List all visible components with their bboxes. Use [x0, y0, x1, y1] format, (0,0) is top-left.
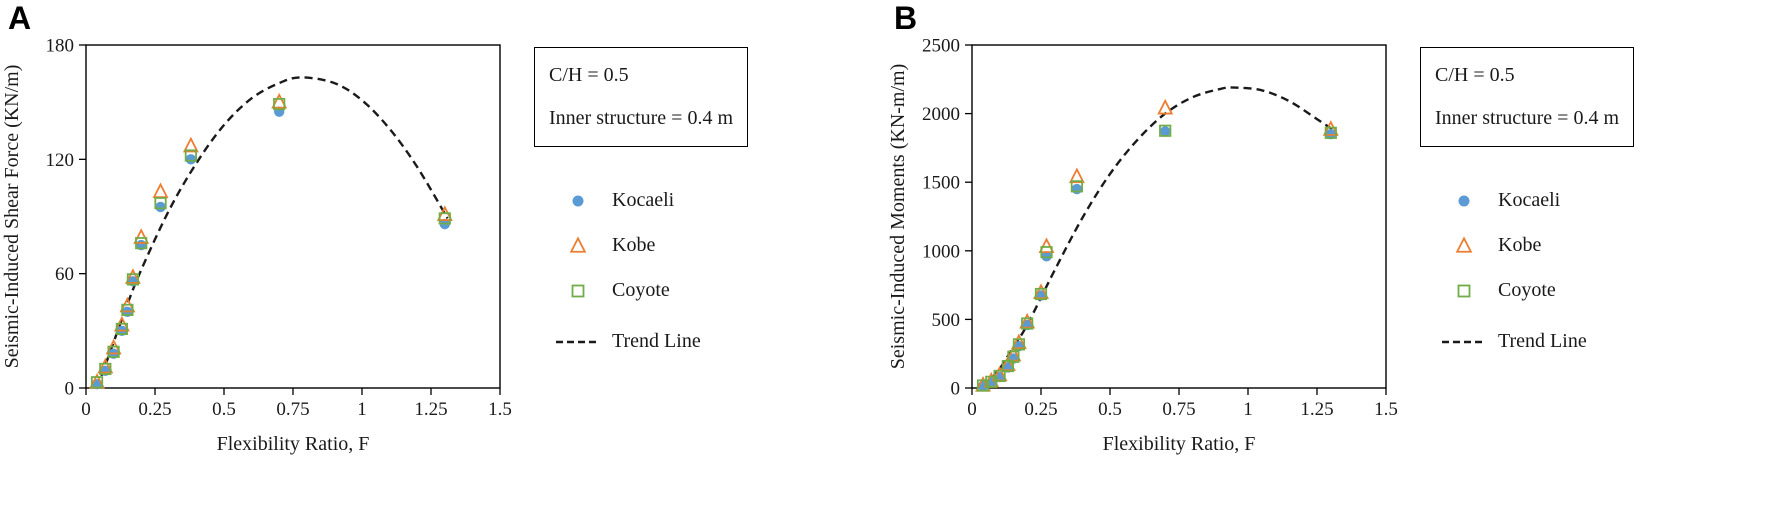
chart-b-side-column: C/H = 0.5 Inner structure = 0.4 m Kocael…	[1420, 47, 1635, 375]
svg-text:0.75: 0.75	[276, 399, 309, 420]
svg-text:0.75: 0.75	[1162, 399, 1195, 420]
svg-text:0.5: 0.5	[1098, 399, 1122, 420]
annotation-box: C/H = 0.5 Inner structure = 0.4 m	[1420, 47, 1635, 147]
annotation-ch-ratio: C/H = 0.5	[1435, 64, 1515, 86]
trend-line-icon	[1440, 332, 1488, 352]
kobe-marker-icon	[1440, 235, 1488, 256]
annotation-ch-ratio: C/H = 0.5	[549, 64, 629, 86]
trend-line-icon	[554, 332, 602, 352]
chart-a-side-column: C/H = 0.5 Inner structure = 0.4 m Kocael…	[534, 47, 749, 375]
chart-panel-a: A 0 0.25 0.5 0.75 1 1.25 1.5 0 60 120 180 Flexibili…	[1, 0, 749, 456]
legend-item-kocaeli: Kocaeli	[1440, 189, 1634, 212]
svg-text:2000: 2000	[922, 104, 960, 125]
svg-text:1.25: 1.25	[1300, 399, 1333, 420]
legend-label-trend-line: Trend Line	[612, 330, 701, 352]
annotation-inner-structure: Inner structure = 0.4 m	[549, 107, 734, 129]
svg-text:2500: 2500	[922, 36, 960, 57]
svg-text:0: 0	[81, 399, 91, 420]
coyote-marker-icon	[554, 281, 602, 301]
svg-text:1.25: 1.25	[414, 399, 447, 420]
chart-b-canvas: 0 0.25 0.5 0.75 1 1.25 1.5 0 500 1000 1500 2000 2500…	[887, 36, 1398, 456]
svg-text:1000: 1000	[922, 241, 960, 262]
svg-text:0: 0	[65, 379, 75, 400]
legend-item-coyote: Coyote	[1440, 279, 1634, 302]
svg-text:Flexibility Ratio, F: Flexibility Ratio, F	[1103, 433, 1256, 455]
coyote-marker-icon	[1440, 281, 1488, 301]
legend-item-coyote: Coyote	[554, 279, 748, 302]
svg-text:120: 120	[46, 150, 75, 171]
legend-label-kobe: Kobe	[1498, 234, 1542, 256]
legend-item-trend-line: Trend Line	[554, 330, 748, 353]
legend: Kocaeli Kobe Coyote Trend Line	[534, 189, 748, 353]
svg-text:0.25: 0.25	[138, 399, 171, 420]
svg-text:60: 60	[55, 264, 74, 285]
legend: Kocaeli Kobe Coyote Trend Line	[1420, 189, 1634, 353]
legend-label-trend-line: Trend Line	[1498, 330, 1587, 352]
svg-text:Seismic-Induced Shear Force (K: Seismic-Induced Shear Force (KN/m)	[1, 65, 23, 369]
annotation-inner-structure: Inner structure = 0.4 m	[1435, 107, 1620, 129]
legend-label-kocaeli: Kocaeli	[612, 189, 675, 211]
svg-text:1500: 1500	[922, 173, 960, 194]
kocaeli-marker-icon	[554, 191, 602, 211]
svg-text:1.5: 1.5	[1374, 399, 1398, 420]
svg-text:1: 1	[1243, 399, 1253, 420]
legend-label-kocaeli: Kocaeli	[1498, 189, 1561, 211]
legend-item-kobe: Kobe	[554, 234, 748, 257]
legend-label-coyote: Coyote	[612, 279, 670, 301]
legend-item-kobe: Kobe	[1440, 234, 1634, 257]
kocaeli-marker-icon	[1440, 191, 1488, 211]
legend-label-kobe: Kobe	[612, 234, 656, 256]
annotation-box: C/H = 0.5 Inner structure = 0.4 m	[534, 47, 749, 147]
legend-item-kocaeli: Kocaeli	[554, 189, 748, 212]
svg-text:0: 0	[951, 379, 961, 400]
chart-a-canvas: 0 0.25 0.5 0.75 1 1.25 1.5 0 60 120 180 Flexibility…	[1, 36, 512, 456]
svg-text:0.25: 0.25	[1024, 399, 1057, 420]
svg-text:180: 180	[46, 36, 75, 57]
svg-text:1.5: 1.5	[488, 399, 512, 420]
legend-item-trend-line: Trend Line	[1440, 330, 1634, 353]
svg-text:Flexibility Ratio, F: Flexibility Ratio, F	[217, 433, 370, 455]
panel-label-a: A	[8, 0, 32, 36]
svg-text:500: 500	[932, 310, 961, 331]
svg-text:0.5: 0.5	[212, 399, 236, 420]
panel-label-b: B	[894, 0, 918, 36]
svg-text:1: 1	[357, 399, 367, 420]
legend-label-coyote: Coyote	[1498, 279, 1556, 301]
svg-text:0: 0	[967, 399, 977, 420]
svg-text:Seismic-Induced Moments (KN-m/: Seismic-Induced Moments (KN-m/m)	[887, 64, 909, 370]
chart-panel-b: B 0 0.25 0.5 0.75 1 1.25 1.5 0 500 1000 1500 2000 25…	[886, 0, 1772, 525]
kobe-marker-icon	[554, 235, 602, 256]
